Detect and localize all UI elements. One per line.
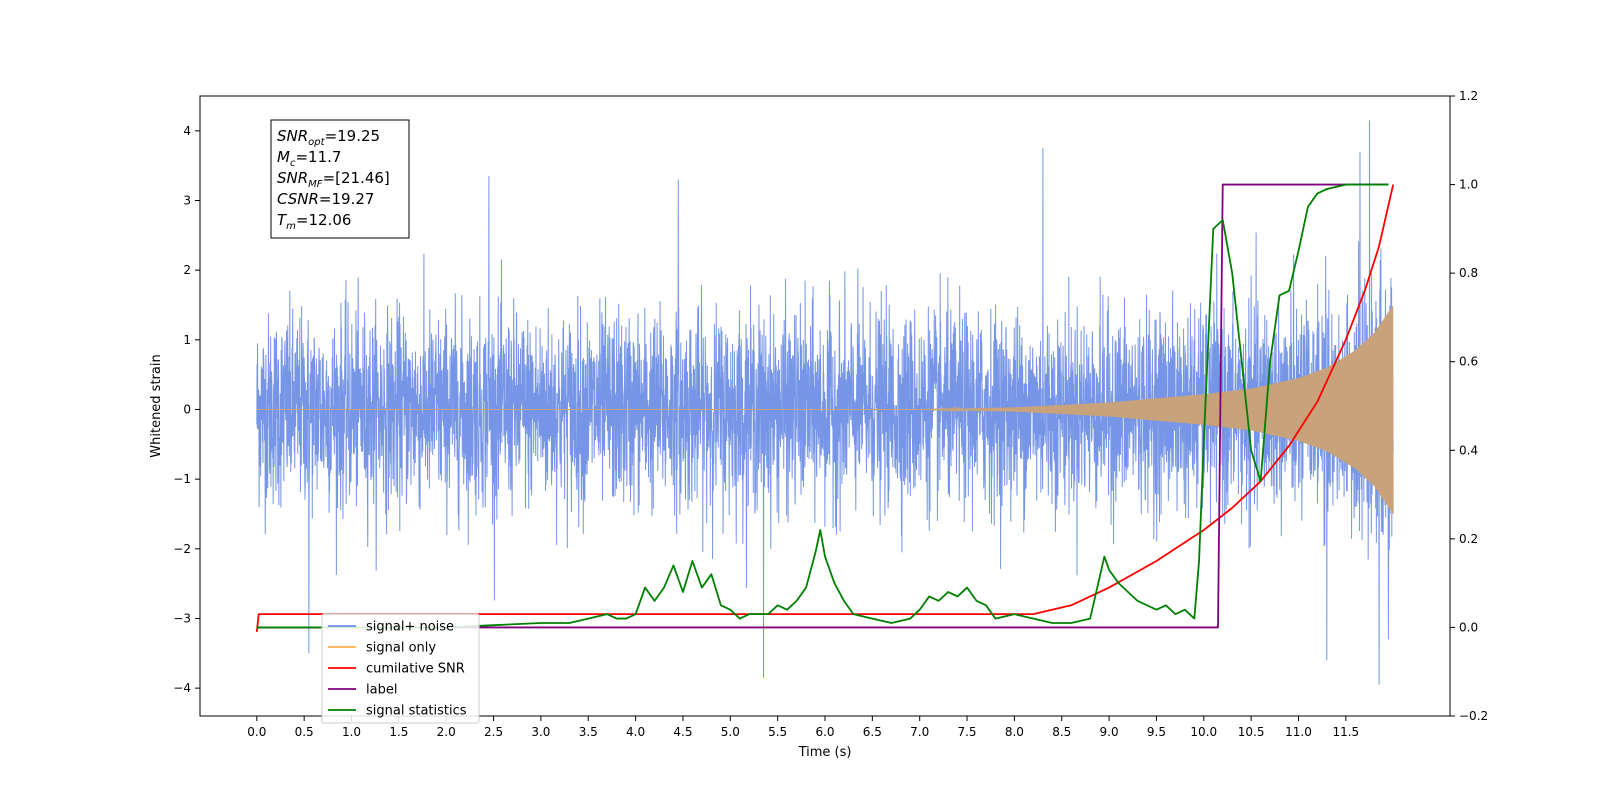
y-tick-label: 3	[183, 193, 191, 207]
legend-label: signal only	[366, 641, 436, 656]
annotation-line: CSNR=19.27	[277, 190, 374, 208]
y2-tick-label: 1.2	[1459, 89, 1478, 103]
series-layer	[255, 120, 1395, 685]
x-tick-label: 5.0	[721, 725, 740, 739]
x-tick-label: 1.0	[342, 725, 361, 739]
annotation-value: =11.7	[295, 148, 341, 166]
y2-tick-label: 0.6	[1459, 355, 1478, 369]
x-tick-label: 8.0	[1005, 725, 1024, 739]
y2-tick-label: 0.8	[1459, 266, 1478, 280]
x-tick-label: 7.0	[910, 725, 929, 739]
x-tick-label: 10.0	[1190, 725, 1217, 739]
x-axis-label: Time (s)	[798, 745, 852, 760]
x-tick-label: 10.5	[1238, 725, 1265, 739]
x-tick-label: 0.5	[295, 725, 314, 739]
annotation-line: SNRMF=[21.46]	[277, 169, 390, 190]
x-tick-label: 3.0	[531, 725, 550, 739]
y-tick-label: 1	[183, 333, 191, 347]
series-signal-statistics-line	[256, 183, 1389, 629]
x-tick-label: 4.5	[673, 725, 692, 739]
annotation-symbol: M	[277, 148, 290, 166]
legend-frame	[321, 613, 480, 724]
annotation-symbol: SNR	[277, 127, 308, 145]
x-tick-label: 6.0	[815, 725, 834, 739]
y-tick-label: −3	[173, 611, 191, 625]
y-axis-right: −0.2 0.0 0.2 0.4 0.6 0.8 1.0 1.2	[1450, 89, 1488, 723]
x-tick-label: 1.5	[389, 725, 408, 739]
annotation-box: SNRopt=19.25Mc=11.7SNRMF=[21.46]CSNR=19.…	[270, 119, 410, 239]
x-tick-label: 2.5	[484, 725, 503, 739]
annotation-line: Tm=12.06	[277, 211, 351, 232]
x-tick-label: 8.5	[1052, 725, 1071, 739]
y-axis-label: Whitened strain	[149, 354, 164, 457]
y-axis-left: −4 −3 −2 −1 0 1 2 3 4	[173, 124, 200, 695]
series-signal-only-line	[256, 305, 1394, 514]
series-cumulative-snr-line	[255, 184, 1395, 632]
x-tick-label: 9.5	[1147, 725, 1166, 739]
x-axis: 0.0 0.5 1.0 1.5 2.0 2.5 3.0 3.5 4.0 4.5 5.0 5.5 6.0 6…	[247, 716, 1359, 739]
y2-tick-label: 0.4	[1459, 443, 1478, 457]
x-tick-label: 0.0	[247, 725, 266, 739]
annotation-subscript: c	[290, 158, 296, 169]
x-tick-label: 2.0	[437, 725, 456, 739]
annotation-symbol: T	[277, 211, 288, 229]
y-tick-label: 4	[183, 124, 191, 138]
legend-label: label	[366, 683, 397, 698]
annotation-frame	[270, 119, 410, 239]
series-label-line	[256, 183, 1389, 629]
x-tick-label: 3.5	[579, 725, 598, 739]
y-tick-label: −1	[173, 472, 191, 486]
y2-tick-label: 0.0	[1459, 620, 1478, 634]
x-tick-label: 9.0	[1100, 725, 1119, 739]
x-tick-label: 11.5	[1332, 725, 1359, 739]
x-tick-label: 4.0	[626, 725, 645, 739]
annotation-value: =19.25	[325, 127, 381, 145]
y2-tick-label: −0.2	[1459, 709, 1488, 723]
annotation-subscript: MF	[308, 179, 323, 190]
annotation-value: =12.06	[296, 211, 352, 229]
y-tick-label: −4	[173, 681, 191, 695]
y-tick-label: −2	[173, 542, 191, 556]
annotation-line: SNRopt=19.25	[277, 127, 380, 148]
annotation-subscript: m	[286, 221, 296, 232]
y2-tick-label: 1.0	[1459, 178, 1478, 192]
legend: signal+ noise signal only cumilative SNR la…	[321, 613, 480, 724]
y-tick-label: 2	[183, 263, 191, 277]
x-tick-label: 11.0	[1285, 725, 1312, 739]
x-tick-label: 7.5	[957, 725, 976, 739]
legend-label: cumilative SNR	[366, 662, 465, 677]
annotation-subscript: opt	[308, 137, 325, 148]
annotation-symbol: CSNR	[277, 190, 319, 208]
annotation-value: =19.27	[319, 190, 375, 208]
annotation-value: =[21.46]	[323, 169, 390, 187]
legend-label: signal statistics	[366, 704, 467, 719]
y-tick-label: 0	[183, 402, 191, 416]
annotation-symbol: SNR	[277, 169, 308, 187]
annotation-line: Mc=11.7	[277, 148, 341, 169]
x-tick-label: 5.5	[768, 725, 787, 739]
y2-tick-label: 0.2	[1459, 532, 1478, 546]
legend-label: signal+ noise	[366, 620, 454, 635]
x-tick-label: 6.5	[863, 725, 882, 739]
